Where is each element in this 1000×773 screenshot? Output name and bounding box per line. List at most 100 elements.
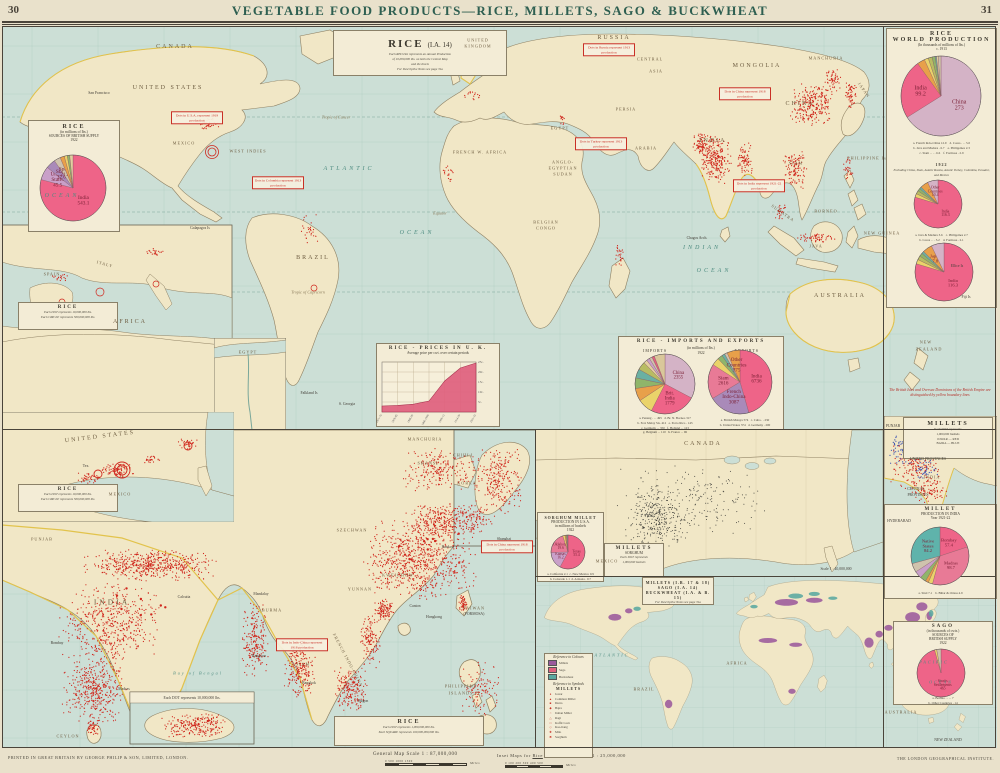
panel-subtitle: (In thousands of millions of lbs.): [917, 43, 966, 47]
title-line1: MILLETS (I.B. 17 & 18): [645, 580, 711, 585]
panel-year: 1922: [566, 528, 575, 532]
general-scale: General Map Scale 1 : 87,000,000: [373, 752, 458, 757]
panel-title2: WORLD PRODUCTION: [892, 37, 991, 43]
millet-india-panel: MILLET PRODUCTION IN INDIA Year 1921-22 …: [884, 504, 997, 599]
panel-year: 1922: [70, 138, 78, 142]
inset-scale-ticks: 0 100 200 300 400 500: [505, 761, 544, 765]
general-scale-bar: [385, 763, 467, 766]
panel-title: RICE - IMPORTS AND EXPORTS: [636, 339, 766, 344]
colour-chip: [548, 660, 557, 666]
panel-sub2: SOURCES OF BRITISH SUPPLY: [48, 134, 100, 138]
panel-divider: [883, 26, 884, 748]
institute: THE LONDON GEOGRAPHICAL INSTITUTE.: [896, 756, 994, 761]
inset-scale-prefix: Inset Maps for: [497, 753, 531, 758]
panel-year: 1922: [939, 641, 947, 645]
millet-symbol-icon: ✚: [549, 730, 552, 735]
panel-footnotes: a. Sind 7.1 b. Bihar & Orissa 4.9: [918, 591, 963, 595]
legend-lines: Each DOT represents 10,000,000 lbs. Each …: [40, 492, 96, 501]
sorghum-usa-panel: SORGHUM MILLET PRODUCTION IN U.S.A. in m…: [537, 512, 604, 582]
legend-lines: Each DOT represents 1,000,000 bushels: [620, 555, 648, 564]
legend-title: RICE: [57, 305, 79, 310]
colour-chip: [548, 667, 557, 673]
panel-sub2: in millions of bushels: [554, 524, 587, 528]
millet-symbol-icon: ▲: [549, 696, 552, 701]
exports-footnotes: a. British Malaya 574 c. Cuba . . 230 b. …: [719, 418, 771, 427]
footnotes-1922: a. Java & Madura 3.6 c. Philippines 2.7 b…: [915, 233, 968, 242]
rice-legend-code: (I.A. 14): [427, 41, 452, 49]
panel-title: RICE - PRICES IN U. K.: [388, 346, 488, 351]
inset-scale-unit: Miles: [566, 763, 577, 767]
legend-lines: Each DOT represents 10,000,000 lbs. Each …: [40, 310, 96, 319]
panel-sub1: PRODUCTION IN INDIA: [921, 512, 960, 516]
rice-asia-legend: RICE Each DOT represents 1,000,000,000 l…: [334, 716, 484, 746]
rice-legend-lines: Each RED Dot represents an Annual Produc…: [389, 52, 451, 66]
legend-title: MILLETS: [615, 546, 653, 551]
millet-symbol-icon: ■: [549, 701, 552, 706]
rice-main-legend: RICE (I.A. 14) Each RED Dot represents a…: [333, 30, 507, 76]
panel-title: SORGHUM MILLET: [544, 515, 597, 520]
exports-label: EXPORTS: [734, 348, 759, 353]
page-title: VEGETABLE FOOD PRODUCTS—RICE, MILLETS, S…: [231, 3, 769, 18]
millet-symbol-icon: ◆: [549, 706, 552, 711]
millet-symbol-icon: ✖: [549, 734, 552, 739]
symbols-group: MILLETS: [555, 686, 582, 691]
reference-box: Reference to Colours Millets Sago Buckwhea…: [544, 653, 593, 758]
rice-world-production-panel: RICE WORLD PRODUCTION (In thousands of m…: [886, 28, 997, 308]
legend-lines: Each DOT represents 1,000,000,000 lbs. Ea…: [378, 725, 440, 734]
legend-title: MILLETS: [927, 421, 969, 427]
panel-footnotes: a. Borneo . . . . 7 b. Other Countries . …: [928, 696, 958, 705]
millet-symbol-icon: ◇: [549, 725, 552, 730]
panel-sub2: Year 1921-22: [930, 516, 951, 520]
panel-divider: [535, 430, 536, 748]
panel-sub3: BRITISH SUPPLY: [929, 637, 957, 641]
rice-legend-title: RICE: [388, 38, 424, 50]
title-line2: SAGO (I.A. 14): [657, 585, 699, 590]
rice-imports-exports-panel: RICE - IMPORTS AND EXPORTS (in millions …: [618, 336, 784, 434]
panel-sub1: PRODUCTION IN U.S.A.: [551, 520, 590, 524]
sago-panel: SAGO (in thousands of cwts.) SOURCES OF …: [893, 621, 993, 705]
millets-sago-buckwheat-title: MILLETS (I.B. 17 & 18) SAGO (I.A. 14) BU…: [642, 577, 714, 605]
panel-title: RICE: [62, 124, 86, 130]
excluding-note: Excluding China, Siam, Asiatic Russia, A…: [893, 168, 990, 177]
panel-year: 1922: [697, 351, 705, 355]
legend-sub: SORGHUM: [625, 551, 643, 555]
rice-usa-legend: RICE Each DOT represents 10,000,000 lbs.…: [18, 484, 118, 512]
header-rule: [2, 21, 998, 23]
millet-symbol-icon: □: [549, 720, 552, 725]
footnotes-1913: a. French Indo-China 12.9 d. Corea . . .…: [912, 141, 971, 155]
rice-legend-note: For Descriptive Notes see page 31a: [397, 67, 443, 72]
symbols-title: Reference to Symbols: [553, 682, 584, 686]
inset-scale-subject: Rice: [532, 753, 543, 758]
imports-label: IMPORTS: [643, 348, 668, 353]
millet-symbol-icon: ●: [549, 691, 552, 696]
panel-title: MILLET: [924, 507, 957, 512]
panel-sub1: (in thousands of cwts.): [926, 629, 960, 633]
title-note: For Descriptive Notes see page 31a: [655, 600, 701, 604]
colour-chip: [548, 674, 557, 680]
millet-symbol-icon: ○: [549, 710, 552, 715]
panel-divider: [2, 429, 996, 430]
year-1922: 1922: [935, 162, 948, 167]
millets-sorghum-legend: MILLETS SORGHUM Each DOT represents 1,000…: [604, 543, 664, 577]
header-rule-2: [2, 24, 998, 25]
panel-title: RICE: [929, 31, 953, 37]
panel-footnotes: a. California 2.1 c. New Mexico 0.9 b. Co…: [547, 572, 594, 581]
legend-title: RICE: [57, 487, 79, 492]
panel-sub: (in millions of lbs.): [687, 346, 715, 350]
rice-prices-panel: RICE - PRICES IN U. K. Average price per…: [376, 343, 500, 427]
imports-footnotes: a. Penang . . . 495 d. Br. N. Borneo 317…: [637, 416, 693, 435]
colours-title: Reference to Colours: [553, 655, 584, 659]
millet-symbol-icon: △: [549, 715, 552, 720]
page-number-left: 30: [8, 4, 19, 16]
panel-title: SAGO: [931, 624, 955, 629]
legend-title: RICE: [397, 719, 421, 725]
title-line3: BUCKWHEAT (I.A. & B. 15): [645, 590, 711, 600]
panel-sub1: (in millions of lbs.): [60, 130, 88, 134]
colour-chips: Millets Sago Buckwheat: [545, 660, 592, 680]
panel-sub2: SOURCES OF: [932, 633, 954, 637]
panel-divider: [536, 576, 996, 577]
imprint: PRINTED IN GREAT BRITAIN BY GEORGE PHILI…: [8, 755, 189, 760]
rice-british-supply-panel: RICE (in millions of lbs.) SOURCES OF BR…: [28, 120, 120, 232]
panel-subtitle: Average price per cwt. over certain peri…: [407, 351, 469, 355]
